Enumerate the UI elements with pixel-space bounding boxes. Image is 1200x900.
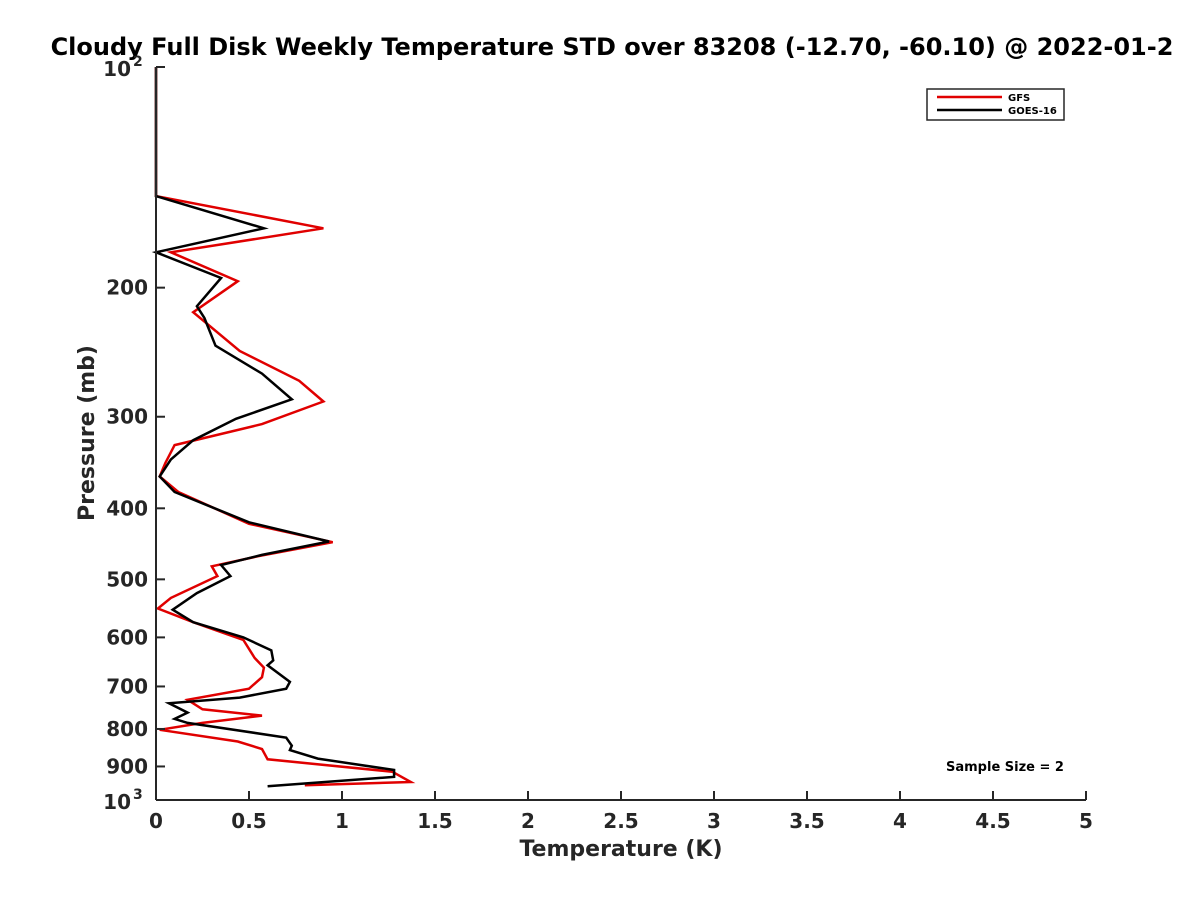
y-tick-label: 10 <box>103 57 131 81</box>
plot-lines <box>151 67 416 788</box>
y-tick-exponent: 3 <box>133 787 143 803</box>
x-tick-label: 1 <box>335 809 349 833</box>
y-tick-label: 800 <box>106 717 148 741</box>
y-tick-label: 10 <box>103 790 131 814</box>
sample-size-annotation: Sample Size = 2 <box>946 760 1064 775</box>
y-tick-label: 600 <box>106 625 148 649</box>
x-axis-label: Temperature (K) <box>519 837 722 862</box>
x-tick-label: 3.5 <box>789 809 824 833</box>
y-tick-label: 700 <box>106 674 148 698</box>
x-tick-label: 0.5 <box>231 809 266 833</box>
legend-label-goes16: GOES-16 <box>1008 106 1057 117</box>
series-line-goes16 <box>151 67 396 788</box>
y-axis-label: Pressure (mb) <box>75 345 100 521</box>
x-tick-label: 3 <box>707 809 721 833</box>
axes <box>155 67 1086 801</box>
y-tick-exponent: 2 <box>133 54 143 70</box>
x-tick-label: 5 <box>1079 809 1093 833</box>
y-tick-label: 300 <box>106 405 148 429</box>
x-tick-label: 0 <box>149 809 163 833</box>
x-tick-label: 2.5 <box>603 809 638 833</box>
x-tick-label: 4 <box>893 809 907 833</box>
legend-box <box>926 88 1065 121</box>
y-tick-label: 400 <box>106 496 148 520</box>
y-tick-label: 500 <box>106 567 148 591</box>
y-tick-label: 200 <box>106 276 148 300</box>
chart-title: Cloudy Full Disk Weekly Temperature STD … <box>51 33 1174 61</box>
y-tick-label: 900 <box>106 754 148 778</box>
x-tick-label: 1.5 <box>417 809 452 833</box>
x-tick-label: 4.5 <box>975 809 1010 833</box>
legend: GFS GOES-16 <box>926 88 1065 121</box>
legend-label-gfs: GFS <box>1008 93 1030 104</box>
x-tick-label: 2 <box>521 809 535 833</box>
x-ticks: 0 0.5 1 1.5 2 2.5 3 3.5 4 4.5 5 <box>149 791 1093 833</box>
series-line-gfs <box>154 67 416 787</box>
